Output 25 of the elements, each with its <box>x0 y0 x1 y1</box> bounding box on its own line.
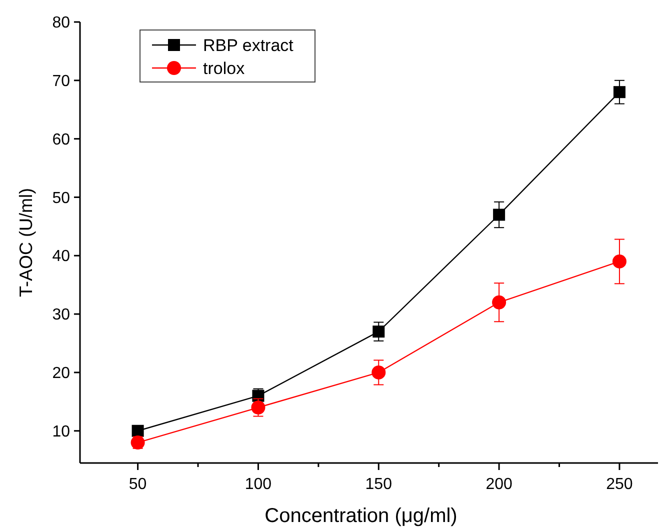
point <box>493 208 506 221</box>
x-tick-label: 150 <box>365 476 392 493</box>
x-tick-label: 250 <box>606 476 633 493</box>
y-tick-label: 30 <box>52 306 70 324</box>
point <box>613 86 626 98</box>
y-tick-label: 20 <box>52 365 70 382</box>
point <box>492 295 506 310</box>
y-axis-title: T-AOC (U/ml) <box>16 188 36 297</box>
y-tick-label: 60 <box>52 131 70 148</box>
point <box>251 400 266 415</box>
x-tick-label: 50 <box>128 476 147 493</box>
legend-label: trolox <box>203 58 246 78</box>
y-tick-label: 70 <box>52 73 70 90</box>
point <box>372 326 385 338</box>
point <box>132 424 144 437</box>
point <box>372 365 386 380</box>
y-tick-label: 10 <box>52 423 70 440</box>
x-tick-label: 200 <box>486 476 512 493</box>
y-tick-label: 40 <box>52 248 70 266</box>
x-tick-label: 100 <box>244 476 272 493</box>
legend-label: RBP extract <box>203 36 294 55</box>
point <box>612 254 626 268</box>
y-tick-label: 50 <box>52 190 70 207</box>
y-tick-label: 80 <box>52 14 70 32</box>
x-axis-title: Concentration (μg/ml) <box>264 505 458 527</box>
